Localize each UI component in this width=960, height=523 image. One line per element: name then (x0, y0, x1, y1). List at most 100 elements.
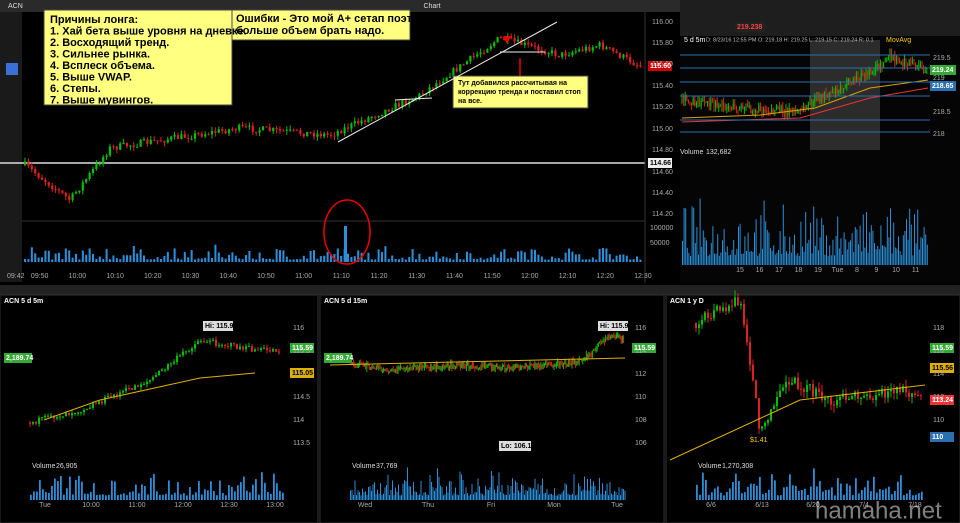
candle (722, 307, 724, 311)
volume-bar (882, 489, 884, 500)
volume-bar (902, 235, 904, 265)
index-label-bg (324, 353, 352, 363)
candle (110, 395, 112, 398)
candle (209, 340, 211, 342)
candle (503, 364, 504, 366)
volume-bar (37, 257, 40, 262)
candle (731, 305, 733, 307)
volume-bar (160, 258, 163, 262)
candle (59, 416, 61, 418)
volume-bar (45, 492, 47, 500)
candle (681, 95, 683, 100)
candle (455, 68, 458, 72)
volume-bar (85, 254, 88, 262)
candle (379, 366, 381, 368)
volume-bar (560, 494, 561, 500)
volume-bar (861, 251, 863, 265)
spy-header: 5 d 5m (684, 37, 706, 44)
candle (520, 367, 521, 370)
volume-bar (762, 494, 764, 500)
volume-bar (422, 495, 423, 500)
volume-bar (539, 494, 540, 500)
volume-bar (861, 489, 863, 500)
volume-bar (173, 248, 176, 262)
candle (600, 342, 602, 344)
candle (764, 422, 766, 427)
vwap (669, 384, 926, 461)
volume-bar (896, 248, 898, 265)
volume-bar (452, 259, 455, 262)
volume-bar (534, 478, 536, 500)
volume-bar (749, 251, 751, 265)
candle (484, 363, 485, 368)
candle (437, 364, 438, 369)
volume-bar (237, 485, 239, 500)
volume-bar (47, 250, 50, 262)
tool-active[interactable] (6, 63, 18, 75)
volume-bar (468, 495, 470, 500)
volume-bar (686, 247, 688, 265)
panel-x: Tue (39, 502, 51, 509)
candle (851, 396, 853, 399)
volume-bar (864, 247, 866, 265)
candle (418, 366, 419, 370)
volume-bar (629, 259, 632, 262)
candle (389, 371, 390, 373)
candle (496, 365, 497, 367)
candle (374, 368, 376, 370)
candle (513, 37, 516, 42)
candle (859, 78, 861, 81)
candle (430, 366, 431, 369)
candle (438, 366, 440, 369)
spy-info: D: 8/23/16 12:55 PM O: 219.18 H: 219.25 … (706, 37, 874, 43)
time-tick: 11:00 (295, 273, 312, 280)
volume-bar (840, 238, 842, 265)
candle (747, 104, 749, 107)
candle (608, 47, 611, 49)
volume-tick: 50000 (650, 240, 670, 247)
volume-bar (480, 493, 482, 500)
volume-bar (694, 243, 696, 265)
volume-bar (602, 483, 603, 500)
candle (479, 367, 480, 369)
volume-bar (374, 482, 375, 500)
candle (865, 73, 867, 77)
spy-header-bar (680, 0, 960, 36)
volume-bar (81, 250, 84, 262)
volume-bar (893, 222, 895, 265)
spy-premarket (810, 40, 880, 150)
panel-axis: 106 (635, 440, 647, 447)
candle (512, 365, 514, 371)
candle (707, 101, 709, 103)
volume-bar (753, 483, 755, 500)
candle (23, 161, 27, 165)
volume-bar (718, 255, 720, 265)
candle (408, 367, 410, 370)
candle (790, 108, 792, 112)
candle (74, 192, 78, 194)
volume-bar (381, 252, 384, 262)
volume-bar (524, 494, 525, 500)
candle (425, 365, 426, 367)
candle (599, 342, 600, 344)
volume-bar (396, 491, 398, 500)
volume-bar (469, 253, 472, 262)
volume-bar (120, 494, 122, 500)
volume-bar (608, 495, 609, 500)
volume-bar (741, 493, 743, 500)
volume-bar (435, 251, 438, 262)
volume-bar (371, 490, 372, 500)
candle (568, 362, 569, 365)
candle (537, 46, 540, 51)
candle (446, 363, 448, 367)
volume-bar (479, 486, 480, 500)
candle (779, 390, 781, 397)
candle (899, 59, 901, 64)
volume-bar (377, 249, 380, 262)
volume-bar (829, 245, 831, 265)
ma-label: 110 (932, 434, 943, 441)
candle (185, 351, 187, 353)
candle (394, 370, 395, 372)
panel-axis: 118 (933, 325, 944, 332)
volume-bar (153, 473, 155, 500)
